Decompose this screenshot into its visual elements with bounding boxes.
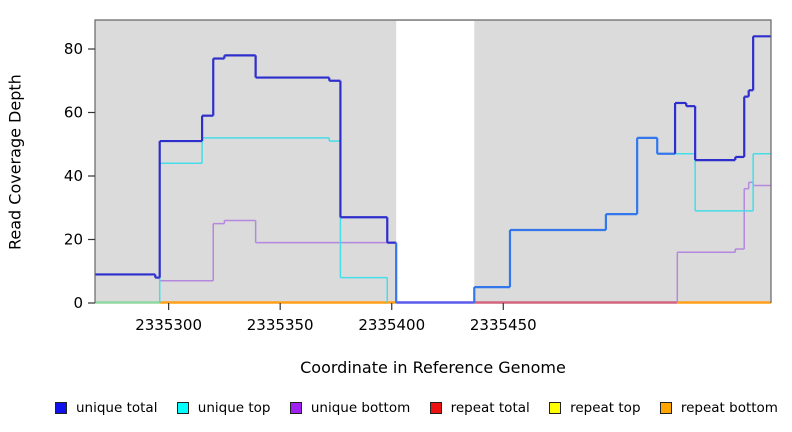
y-tick-label: 60 [64, 104, 83, 122]
legend-item-unique-bottom: unique bottom [289, 400, 411, 416]
legend-label: repeat bottom [680, 400, 778, 416]
legend-label: unique bottom [310, 400, 411, 416]
chart-legend: unique total unique top unique bottom repea… [0, 396, 792, 420]
x-tick-label: 2335450 [470, 316, 537, 334]
x-axis-title: Coordinate in Reference Genome [300, 358, 566, 377]
x-tick-label: 2335300 [135, 316, 202, 334]
legend-swatch-icon [659, 402, 672, 414]
legend-swatch-icon [429, 402, 442, 414]
x-tick-label: 2335350 [247, 316, 314, 334]
plot-border [94, 19, 772, 303]
legend-item-repeat-bottom: repeat bottom [659, 400, 778, 416]
chart-canvas: 0 20 40 60 80 2335300 2335350 2335400 2335450 [64, 19, 772, 334]
legend-swatch-icon [176, 402, 189, 414]
legend-swatch-icon [549, 402, 562, 414]
legend-item-repeat-total: repeat total [429, 400, 530, 416]
y-tick-label: 40 [64, 167, 83, 185]
legend-swatch-icon [289, 402, 302, 414]
legend-label: unique top [197, 400, 271, 416]
legend-item-unique-top: unique top [176, 400, 271, 416]
gap-band [396, 20, 475, 304]
y-tick-label: 80 [64, 40, 83, 58]
legend-label: repeat total [450, 400, 530, 416]
legend-item-repeat-top: repeat top [549, 400, 641, 416]
legend-swatch-icon [55, 402, 67, 414]
y-axis-title: Read Coverage Depth [5, 74, 25, 251]
legend-label: unique total [76, 400, 158, 416]
legend-label: repeat top [570, 400, 641, 416]
legend-item-unique-total: unique total [55, 400, 157, 416]
y-tick-label: 0 [73, 294, 83, 312]
x-tick-label: 2335400 [358, 316, 425, 334]
y-tick-label: 20 [64, 231, 83, 249]
